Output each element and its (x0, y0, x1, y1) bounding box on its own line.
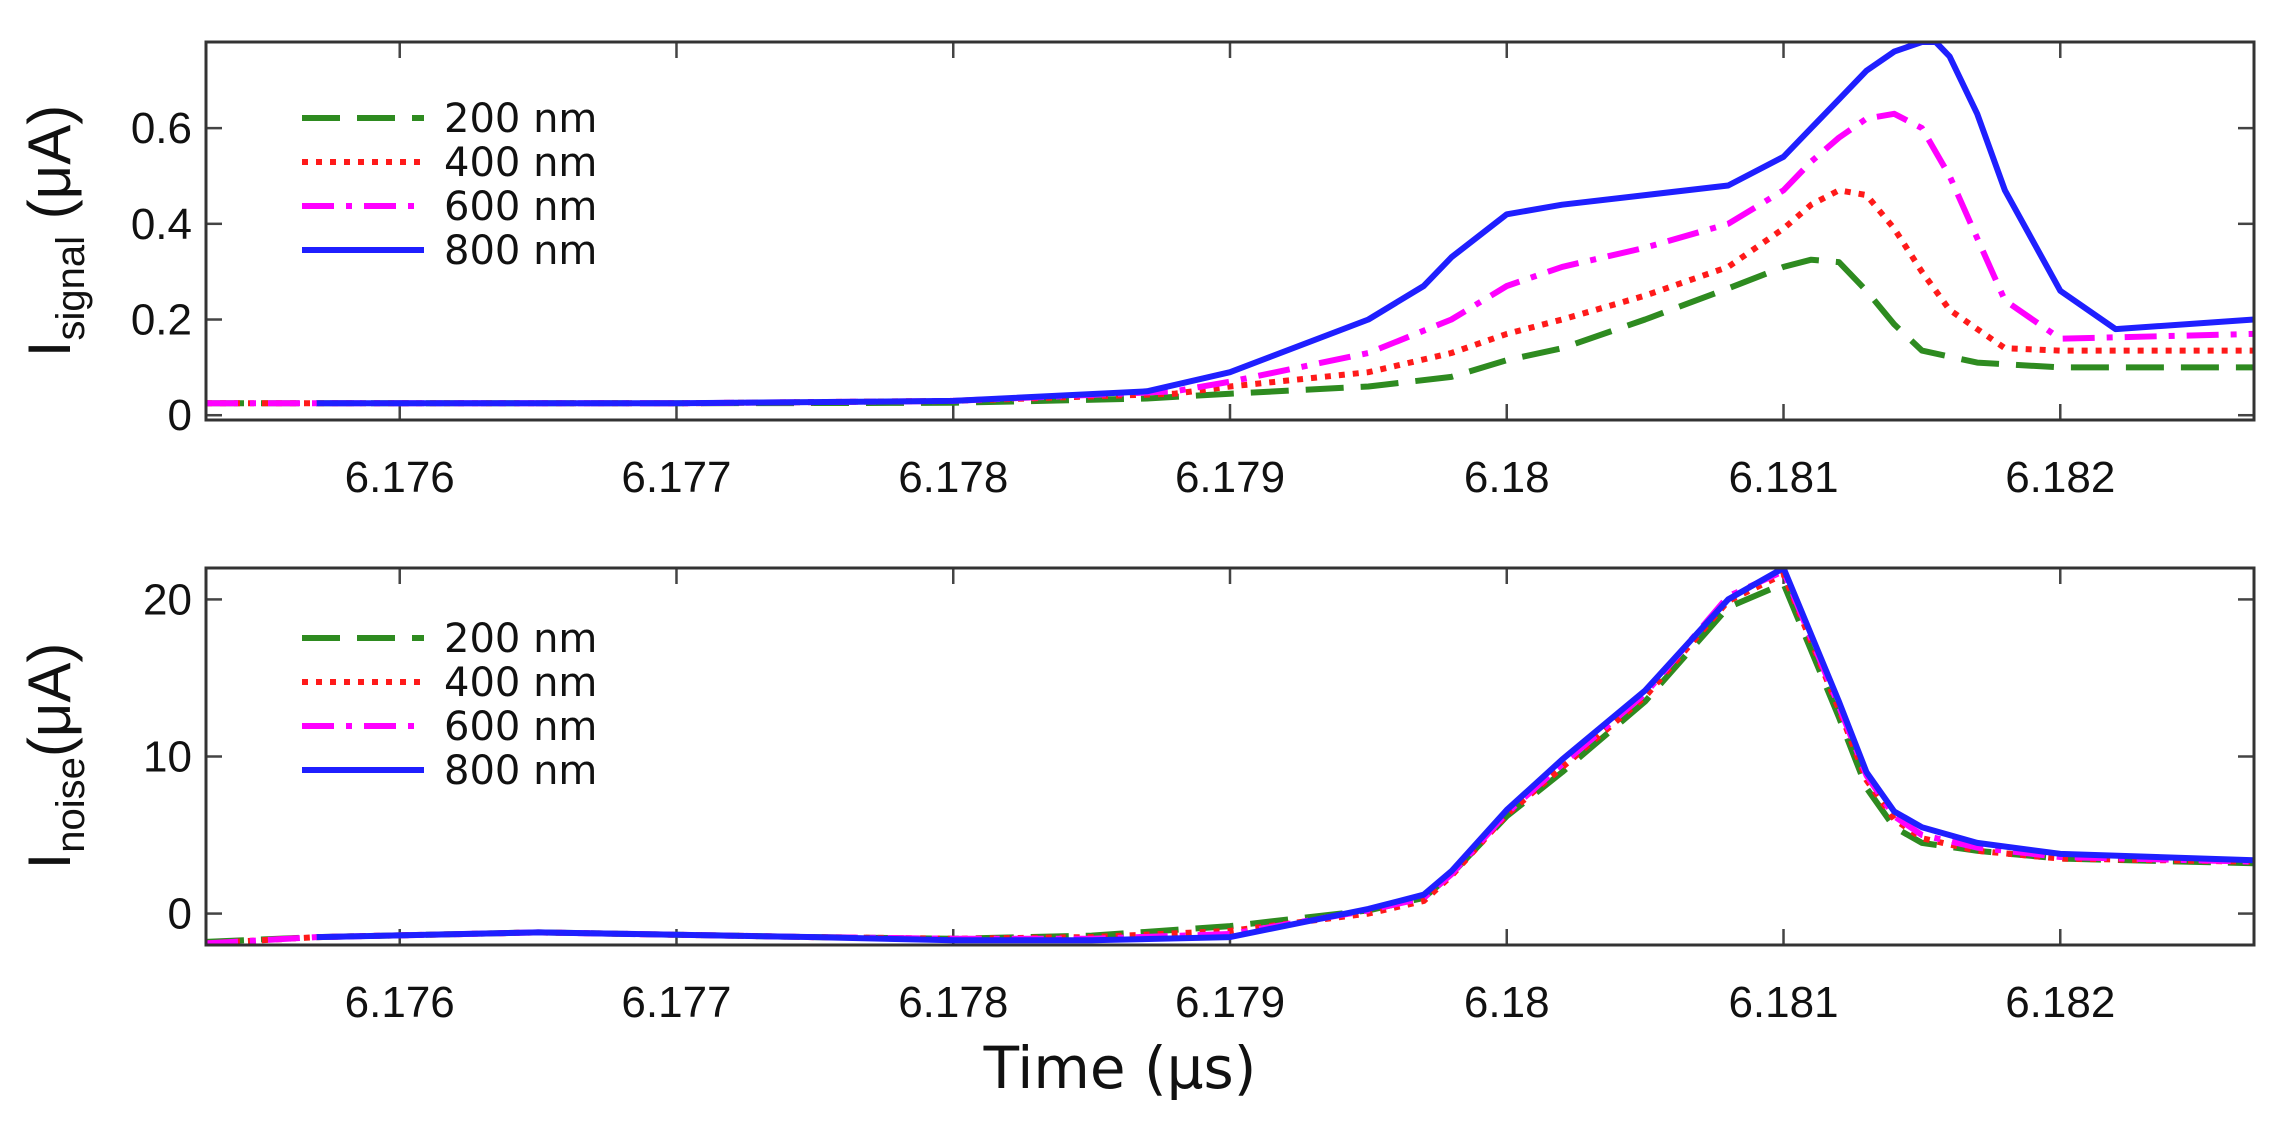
x-tick-label: 6.176 (345, 453, 455, 502)
plot-frame (204, 40, 2256, 422)
x-tick-label: 6.179 (1175, 453, 1285, 502)
legend-label: 600 nm (444, 184, 597, 230)
signal-panel: 6.176 6.177 6.178 6.179 6.18 6.181 6.182 0 0.2 0.… (16, 40, 2256, 502)
x-axis-label: Time (μs) (983, 1034, 1257, 1102)
plot-area (206, 568, 2254, 945)
series-line-200-nm (206, 256, 2254, 407)
noise-panel: 6.176 6.177 6.178 6.179 6.18 6.181 6.182 0 10 20 2… (16, 566, 2256, 1027)
x-tick-label: 6.176 (345, 978, 455, 1027)
plot-frame (204, 566, 2256, 947)
plot-area (206, 42, 2254, 420)
legend-label: 400 nm (444, 660, 597, 706)
y-tick-label: 0.4 (131, 200, 192, 249)
x-tick-label: 6.178 (898, 453, 1008, 502)
x-tick-label: 6.181 (1728, 453, 1838, 502)
legend-label: 200 nm (444, 96, 597, 142)
y-tick-label: 10 (143, 733, 192, 782)
series-line-800-nm (316, 42, 2254, 407)
legend-label: 800 nm (444, 228, 597, 274)
legend-label: 800 nm (444, 748, 597, 794)
x-tick-label: 6.182 (2005, 978, 2115, 1027)
x-tick-label: 6.177 (621, 453, 731, 502)
y-tick-label: 0 (168, 890, 192, 939)
y-axis-label: Inoise(μA) (16, 643, 93, 870)
y-tick-label: 0.2 (131, 296, 192, 345)
x-tick-label: 6.179 (1175, 978, 1285, 1027)
y-axis-label: Isignal (μA) (16, 105, 93, 357)
x-tick-label: 6.18 (1464, 453, 1550, 502)
y-tick-label: 0 (168, 391, 192, 440)
x-tick-label: 6.181 (1728, 978, 1838, 1027)
series-line-800-nm (316, 568, 2254, 944)
legend-label: 200 nm (444, 616, 597, 662)
legend-label: 600 nm (444, 704, 597, 750)
x-tick-label: 6.178 (898, 978, 1008, 1027)
legend-label: 400 nm (444, 140, 597, 186)
x-tick-label: 6.177 (621, 978, 731, 1027)
x-tick-label: 6.182 (2005, 453, 2115, 502)
y-tick-label: 20 (143, 575, 192, 624)
x-tick-label: 6.18 (1464, 978, 1550, 1027)
y-tick-label: 0.6 (131, 104, 192, 153)
